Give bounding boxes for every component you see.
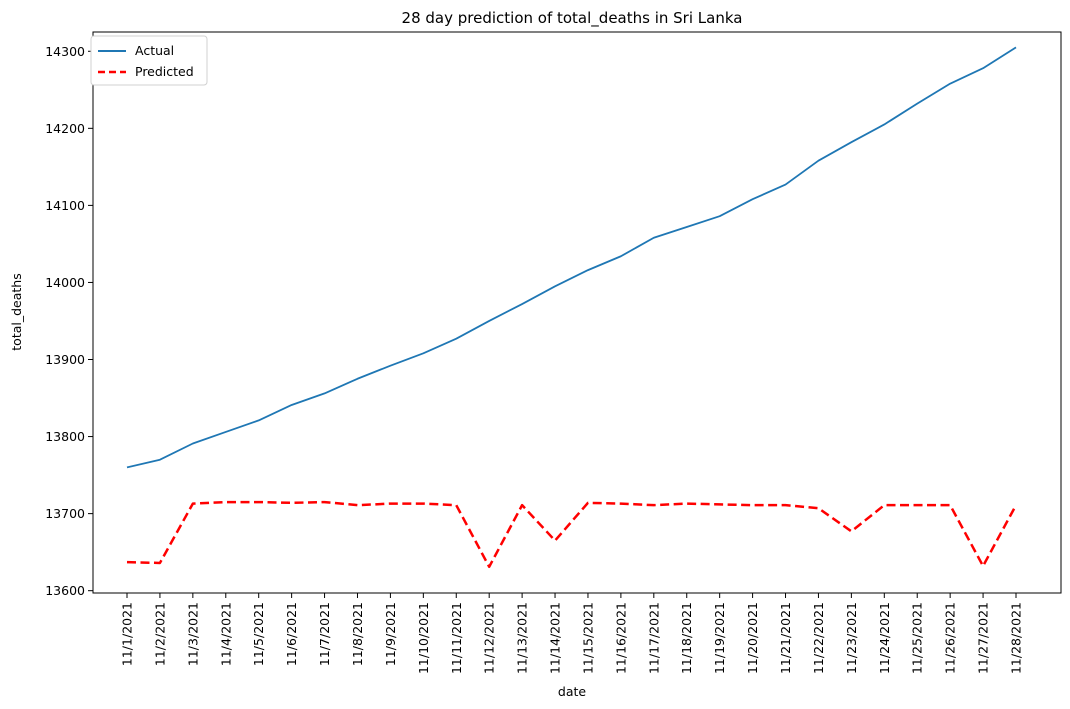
x-tick-label: 11/24/2021 [877,602,892,674]
y-tick-label: 13900 [45,352,85,367]
chart-title: 28 day prediction of total_deaths in Sri… [402,9,743,28]
x-tick-label: 11/26/2021 [943,602,958,674]
x-tick-label: 11/7/2021 [317,602,332,666]
y-tick-label: 13600 [45,583,85,598]
x-tick-label: 11/9/2021 [383,602,398,666]
legend: Actual Predicted [90,35,208,86]
x-tick-label: 11/14/2021 [548,602,563,674]
x-tick-label: 11/6/2021 [284,602,299,666]
y-tick-label: 14000 [45,275,85,290]
y-tick-label: 14200 [45,121,85,136]
legend-label-actual: Actual [135,43,174,58]
x-tick-label: 11/23/2021 [844,602,859,674]
y-tick-label: 14300 [45,44,85,59]
x-tick-label: 11/27/2021 [976,602,991,674]
x-tick-label: 11/4/2021 [218,602,233,666]
x-tick-label: 11/11/2021 [449,602,464,674]
legend-label-predicted: Predicted [135,64,194,79]
x-tick-label: 11/18/2021 [679,602,694,674]
x-tick-label: 11/12/2021 [482,602,497,674]
plot-area [92,31,1062,594]
x-tick-label: 11/10/2021 [416,602,431,674]
x-tick-label: 11/5/2021 [251,602,266,666]
series-line-predicted [126,500,1018,569]
y-tick-label: 13700 [45,506,85,521]
x-tick-label: 11/21/2021 [778,602,793,674]
x-tick-label: 11/3/2021 [185,602,200,666]
x-tick-label: 11/22/2021 [811,602,826,674]
x-tick-label: 11/15/2021 [580,602,595,674]
x-tick-label: 11/25/2021 [910,602,925,674]
x-tick-label: 11/16/2021 [613,602,628,674]
x-tick-label: 11/28/2021 [1009,602,1024,674]
x-tick-label: 11/20/2021 [745,602,760,674]
y-axis: 13600 13700 13800 13900 14000 14100 14200 14300 [45,44,93,598]
x-tick-label: 11/1/2021 [120,602,135,666]
y-axis-label: total_deaths [9,273,24,350]
series-layer [126,46,1018,569]
x-tick-label: 11/17/2021 [646,602,661,674]
y-tick-label: 14100 [45,198,85,213]
y-tick-label: 13800 [45,429,85,444]
x-tick-label: 11/19/2021 [712,602,727,674]
x-tick-label: 11/2/2021 [152,602,167,666]
x-tick-label: 11/13/2021 [515,602,530,674]
series-line-actual [126,46,1017,469]
x-axis-label: date [558,684,586,699]
x-axis: 11/1/2021 11/2/2021 11/3/2021 11/4/2021 11/5… [120,593,1024,674]
x-tick-label: 11/8/2021 [350,602,365,666]
